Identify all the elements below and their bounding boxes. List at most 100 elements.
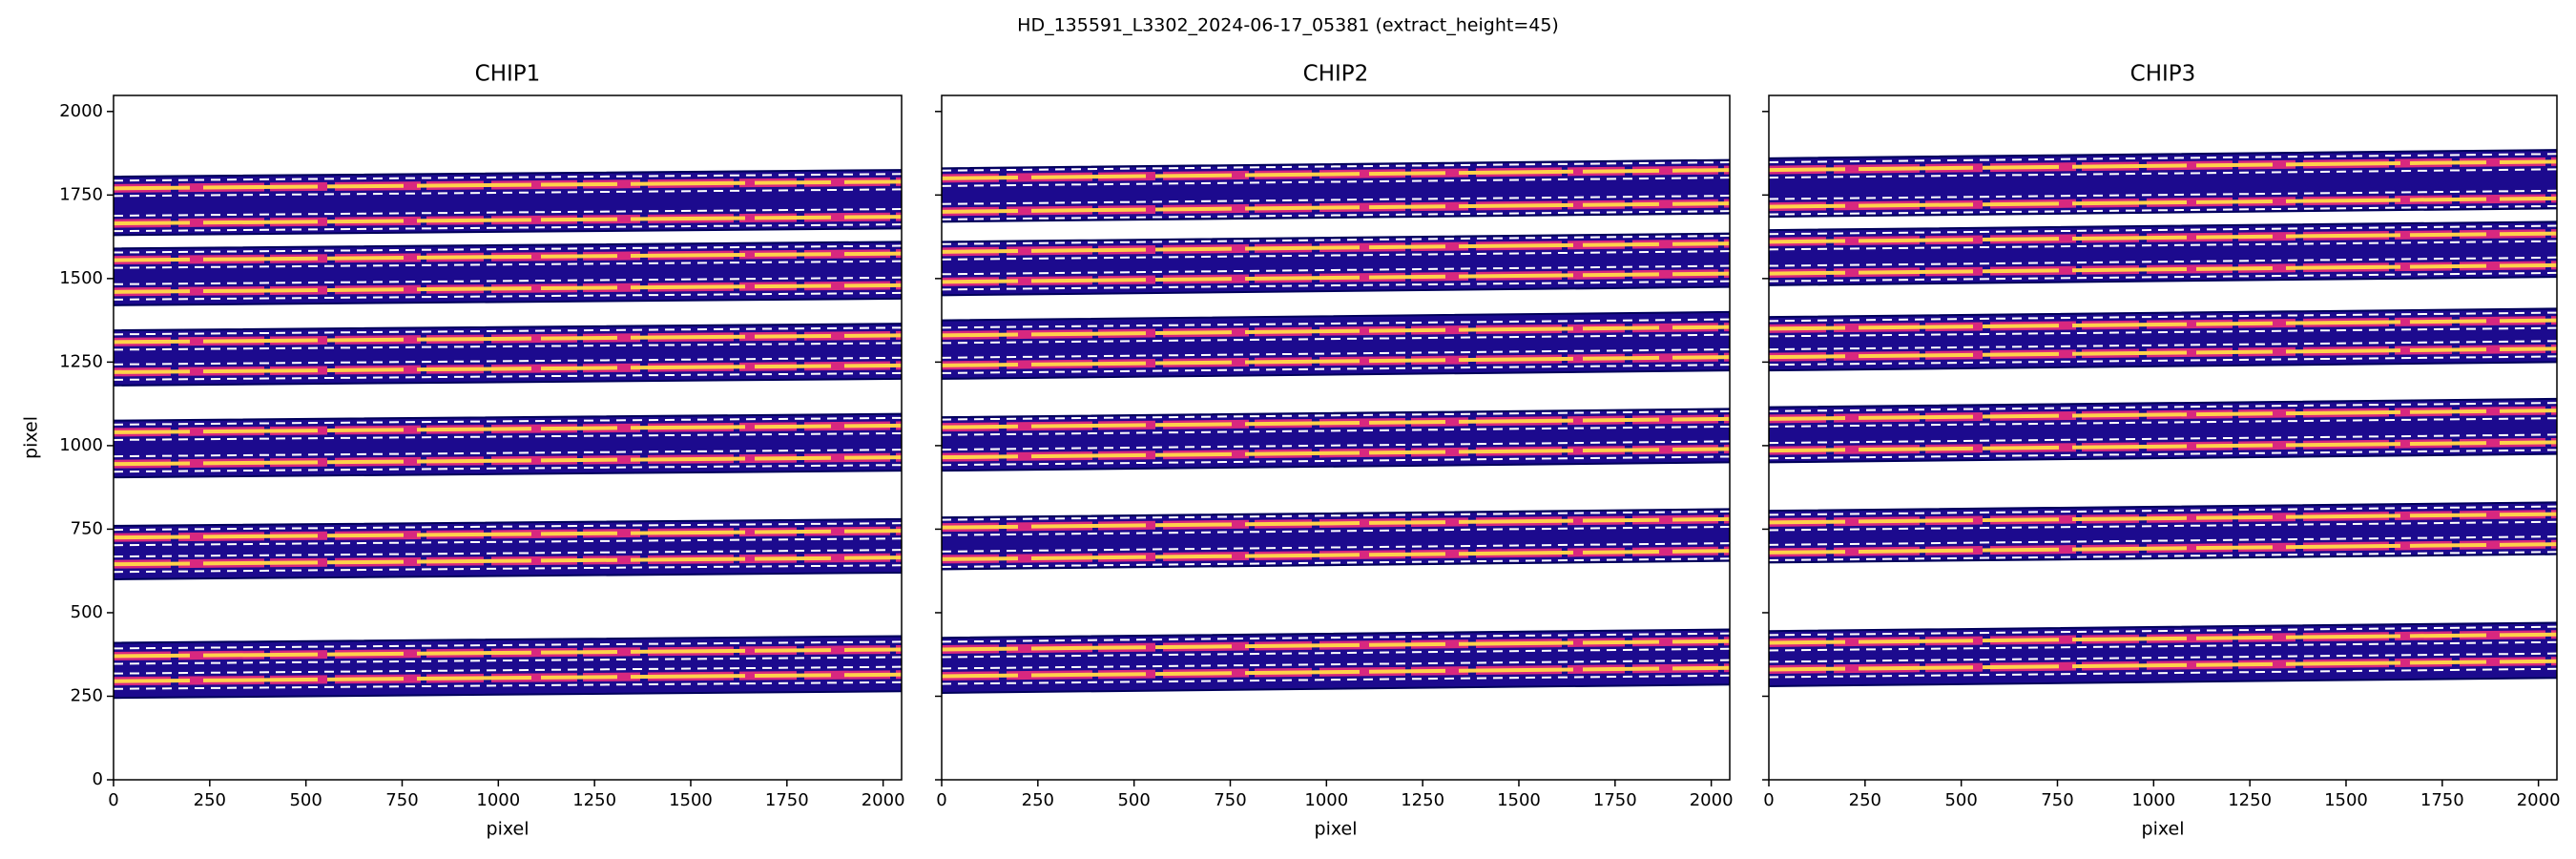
trace <box>1769 632 2557 645</box>
x-tick-label: 1000 <box>2131 790 2175 810</box>
x-tick-label: 750 <box>1214 790 1246 810</box>
trace <box>942 355 1730 367</box>
trace <box>114 215 902 226</box>
extraction-window <box>1769 355 2557 367</box>
extraction-window <box>114 449 902 458</box>
extraction-window <box>942 455 1730 467</box>
extraction-window <box>942 510 1730 521</box>
trace <box>1769 231 2557 244</box>
y-tick-label: 500 <box>71 602 103 622</box>
trace <box>942 416 1730 430</box>
extraction-window <box>114 681 902 690</box>
extraction-window <box>114 537 902 547</box>
x-axis-label: pixel <box>487 819 530 840</box>
plot-area <box>942 158 1730 694</box>
extraction-window <box>1769 505 2557 516</box>
extraction-window <box>114 188 902 198</box>
x-tick-label: 0 <box>1763 790 1774 810</box>
extraction-window <box>114 665 902 675</box>
x-tick-label: 500 <box>1944 790 1977 810</box>
extraction-window <box>114 464 902 473</box>
extraction-window <box>114 208 902 218</box>
trace <box>114 363 902 374</box>
extraction-window <box>114 640 902 650</box>
extraction-window <box>1769 224 2557 236</box>
extraction-window <box>1769 311 2557 323</box>
extraction-window <box>942 542 1730 553</box>
extraction-window <box>114 356 902 366</box>
panel-title: CHIP2 <box>1303 62 1369 87</box>
extraction-window <box>1769 449 2557 460</box>
trace <box>942 201 1730 214</box>
x-tick-label: 750 <box>385 790 418 810</box>
x-tick-label: 1500 <box>1497 790 1541 810</box>
extraction-window <box>1769 667 2557 679</box>
extraction-window <box>942 659 1730 670</box>
extraction-window <box>1769 153 2557 164</box>
x-tick-label: 1000 <box>1304 790 1348 810</box>
extraction-window <box>114 564 902 574</box>
extraction-window <box>942 647 1730 659</box>
extraction-window <box>942 440 1730 451</box>
trace <box>942 639 1730 652</box>
trace <box>114 555 902 567</box>
extraction-window <box>942 235 1730 245</box>
extraction-window <box>942 364 1730 374</box>
extraction-window <box>114 260 902 269</box>
trace <box>114 529 902 540</box>
y-tick-label: 0 <box>93 769 103 789</box>
axes-frame <box>113 94 903 781</box>
y-axis-label: pixel <box>21 416 42 459</box>
trace <box>1769 159 2557 173</box>
x-tick-label: 2000 <box>862 790 905 810</box>
figure-title: HD_135591_L3302_2024-06-17_05381 (extrac… <box>1017 15 1559 36</box>
x-tick-label: 1250 <box>2228 790 2272 810</box>
extraction-window <box>942 195 1730 205</box>
extraction-window <box>114 431 902 441</box>
axes-frame <box>941 94 1731 781</box>
trace <box>942 447 1730 460</box>
trace <box>1769 542 2557 555</box>
trace <box>1769 659 2557 672</box>
trace <box>1769 512 2557 525</box>
extraction-window <box>114 291 902 301</box>
trace <box>942 168 1730 180</box>
extraction-window <box>942 557 1730 568</box>
extraction-window <box>114 416 902 426</box>
extraction-window <box>1769 640 2557 652</box>
extraction-window <box>942 318 1730 329</box>
x-tick-label: 1750 <box>2420 790 2464 810</box>
trace <box>1769 346 2557 360</box>
x-axis-label: pixel <box>1315 819 1358 840</box>
x-tick-label: 0 <box>936 790 946 810</box>
x-tick-label: 750 <box>2041 790 2073 810</box>
extraction-window <box>114 173 902 182</box>
extraction-window <box>1769 520 2557 532</box>
extraction-window <box>942 177 1730 187</box>
extraction-window <box>114 223 902 233</box>
extraction-window <box>114 656 902 665</box>
x-tick-label: 500 <box>1117 790 1150 810</box>
trace <box>114 251 902 262</box>
x-tick-label: 500 <box>289 790 322 810</box>
trace <box>942 549 1730 561</box>
extraction-window <box>942 264 1730 276</box>
trace <box>114 672 902 683</box>
trace <box>1769 440 2557 453</box>
y-tick-label: 750 <box>71 518 103 538</box>
extraction-window <box>1769 433 2557 445</box>
panel-title: CHIP1 <box>475 62 541 87</box>
y-tick-label: 1250 <box>59 351 103 371</box>
trace <box>1769 262 2557 276</box>
x-tick-label: 1750 <box>1593 790 1637 810</box>
y-tick-label: 1000 <box>59 435 103 455</box>
x-axis-label: pixel <box>2142 819 2185 840</box>
x-tick-label: 2000 <box>1690 790 1734 810</box>
extraction-window <box>942 161 1730 172</box>
x-tick-label: 1250 <box>1401 790 1444 810</box>
x-tick-label: 1250 <box>572 790 616 810</box>
extraction-window <box>1769 168 2557 179</box>
extraction-window <box>942 333 1730 345</box>
extraction-window <box>1769 652 2557 663</box>
